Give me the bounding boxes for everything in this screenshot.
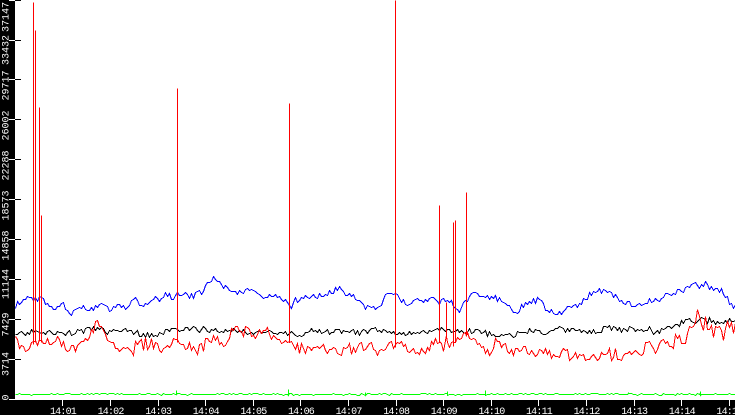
svg-text:29717: 29717 [2,70,13,100]
svg-text:3714: 3714 [2,352,13,376]
svg-text:14858: 14858 [2,230,13,260]
svg-text:11144: 11144 [2,269,13,299]
svg-text:7429: 7429 [2,312,13,336]
svg-text:14:09: 14:09 [431,407,458,415]
svg-text:37147: 37147 [2,2,13,32]
svg-text:14:08: 14:08 [383,407,410,415]
svg-text:14:15: 14:15 [716,407,735,415]
svg-text:14:14: 14:14 [669,407,696,415]
svg-text:14:07: 14:07 [336,407,363,415]
svg-text:14:13: 14:13 [621,407,648,415]
svg-text:14:10: 14:10 [478,407,505,415]
svg-text:14:04: 14:04 [193,407,220,415]
svg-text:14:06: 14:06 [288,407,315,415]
svg-text:14:11: 14:11 [526,407,553,415]
svg-text:14:01: 14:01 [50,407,77,415]
svg-text:14:03: 14:03 [145,407,172,415]
svg-text:22288: 22288 [2,150,13,180]
svg-text:14:12: 14:12 [574,407,601,415]
svg-text:14:05: 14:05 [240,407,267,415]
svg-text:26002: 26002 [2,110,13,140]
svg-text:33432: 33432 [2,35,13,65]
svg-text:0: 0 [2,394,13,400]
svg-text:18573: 18573 [2,190,13,220]
svg-text:14:02: 14:02 [98,407,125,415]
